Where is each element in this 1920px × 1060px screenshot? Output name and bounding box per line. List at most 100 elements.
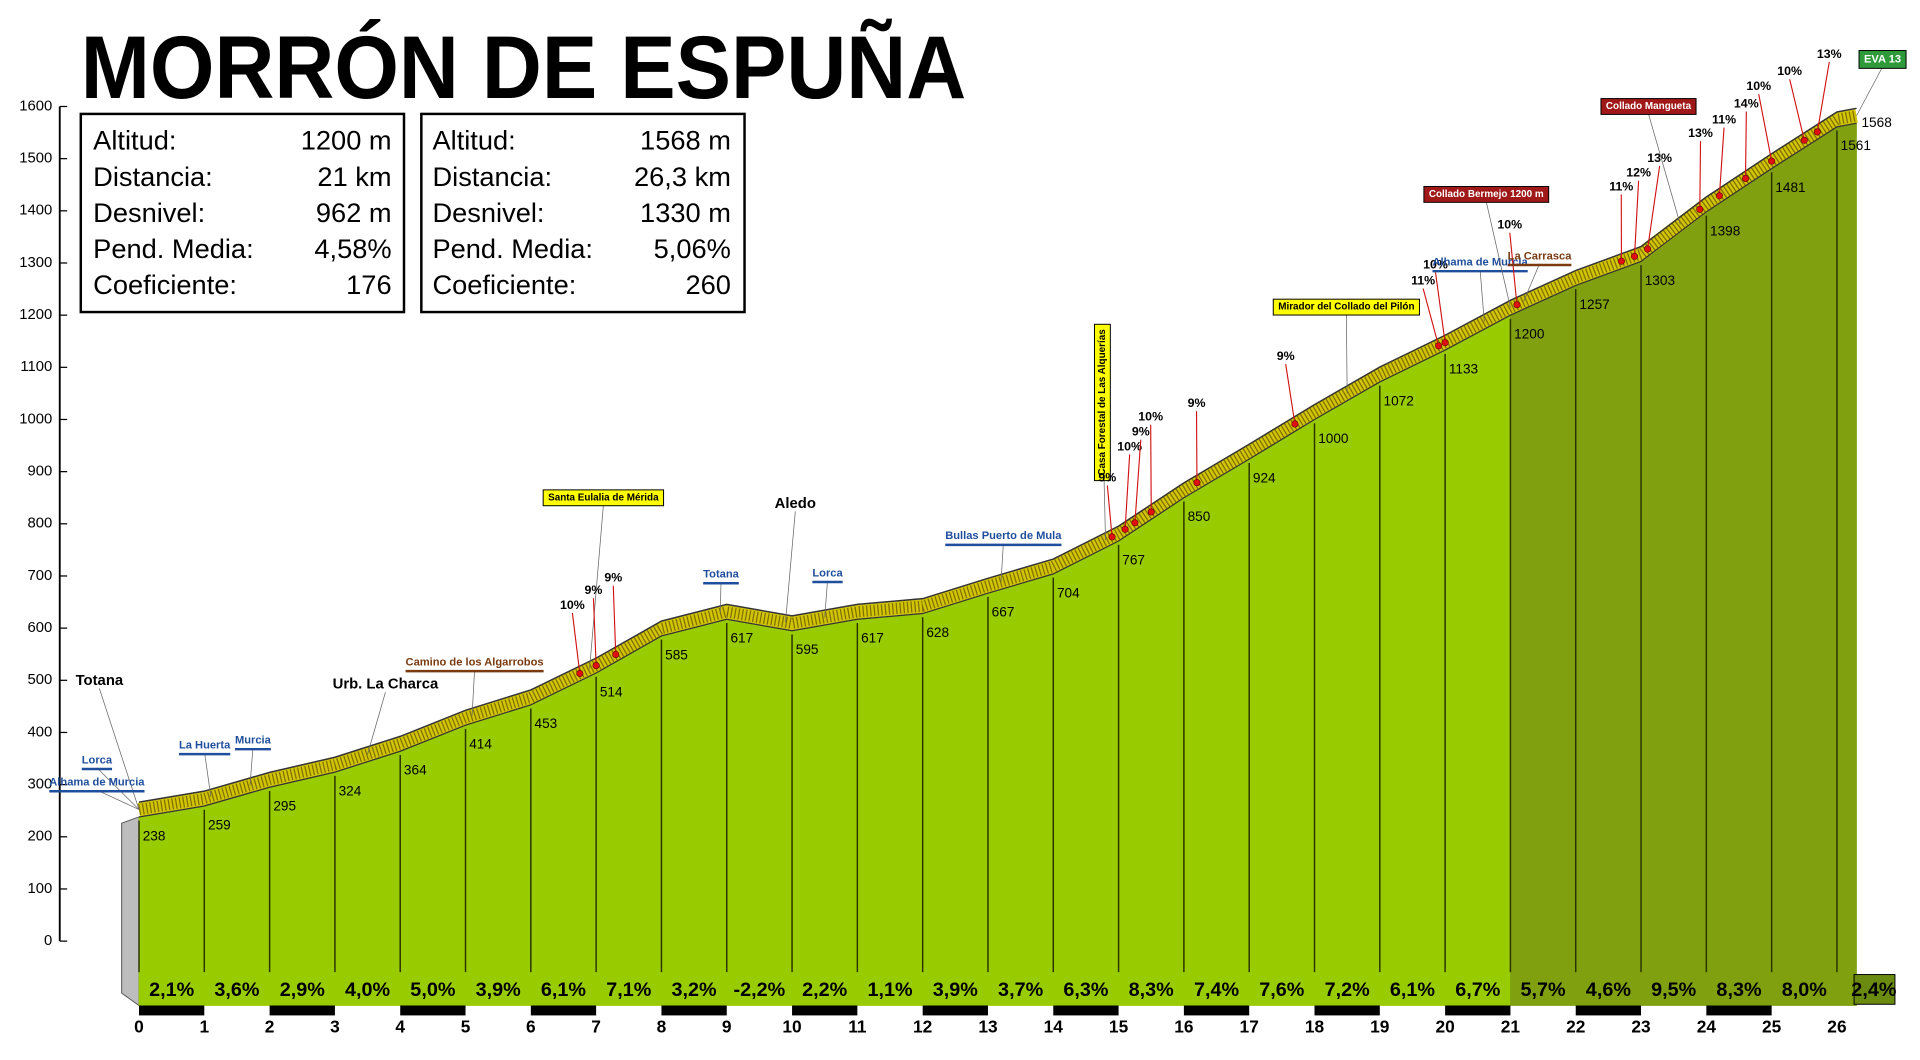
x-tick-label: 6: [526, 1016, 536, 1036]
annotation-dot: [1813, 128, 1821, 136]
x-tick-label: 19: [1370, 1016, 1389, 1036]
x-tick-label: 7: [591, 1016, 601, 1036]
annotation-text: Collado Bermejo 1200 m: [1429, 189, 1544, 200]
annotation-leader: [1485, 201, 1511, 308]
elevation-label: 414: [469, 737, 492, 752]
annotation-leader: [1000, 543, 1004, 582]
road-edge: [138, 107, 1857, 803]
annotation-text: 13%: [1817, 47, 1842, 61]
annotation: Collado Bermejo 1200 m: [1423, 185, 1550, 203]
annotation-leader: [719, 582, 722, 614]
y-tick-label: 1600: [19, 98, 52, 114]
info-box: [79, 112, 406, 314]
annotation: Urb. La Charca: [333, 677, 439, 693]
annotation-dot: [1644, 245, 1652, 253]
x-tick-label: 15: [1109, 1016, 1129, 1036]
annotation-text: Camino de los Algarrobos: [406, 656, 544, 668]
info-value: 962 m: [316, 197, 392, 228]
annotation: Alhama de Murcia: [1432, 256, 1529, 273]
elevation-label: 667: [992, 605, 1015, 620]
y-tick-label: 1400: [19, 203, 52, 219]
gradient-label: 8,0%: [1782, 979, 1828, 1001]
x-tick-label: 26: [1827, 1016, 1847, 1036]
gradient-label: 5,0%: [410, 979, 456, 1001]
gradient-label: 6,1%: [541, 979, 587, 1001]
annotation: 10%: [1746, 79, 1771, 93]
info-label: Coeficiente:: [93, 269, 237, 300]
elevation-label: 514: [600, 684, 623, 699]
annotation: 10%: [1117, 439, 1142, 453]
y-tick-label: 0: [44, 933, 52, 949]
annotation: 13%: [1817, 47, 1842, 61]
annotation: Collado Mangueta: [1600, 98, 1697, 115]
annotation-text: 13%: [1688, 126, 1713, 140]
info-label: Altitud:: [93, 125, 176, 156]
annotation: Lorca: [81, 754, 113, 771]
annotation-text: Aledo: [775, 496, 816, 512]
x-tick-label: 22: [1566, 1016, 1585, 1036]
profile-segment: [726, 618, 793, 1006]
annotation-leader: [1285, 363, 1296, 425]
gradient-label: 2,1%: [149, 979, 195, 1001]
annotation: Totana: [703, 569, 740, 585]
annotation-text: 10%: [1777, 64, 1802, 78]
km-bar: [400, 1005, 466, 1016]
km-bar: [1706, 1005, 1772, 1016]
annotation-dot: [1696, 205, 1704, 213]
profile-segment: [1771, 126, 1838, 1006]
gradient-label: 4,6%: [1586, 979, 1632, 1001]
annotation: La Huerta: [178, 739, 231, 756]
gradient-box: [1853, 974, 1896, 1005]
annotation: La Carrasca: [1507, 250, 1573, 267]
annotation-text: Collado Mangueta: [1606, 101, 1692, 112]
x-tick-label: 24: [1697, 1016, 1717, 1036]
annotation: 13%: [1647, 151, 1672, 165]
annotation-text: 10%: [1497, 218, 1522, 232]
annotation-leader: [1124, 454, 1131, 530]
annotation-text: EVA 13: [1864, 53, 1901, 65]
annotation-text: 9%: [1277, 349, 1295, 363]
annotation-dot: [1715, 192, 1723, 200]
info-value: 1330 m: [640, 197, 731, 228]
annotation-leader: [571, 612, 581, 674]
annotation-leader: [249, 747, 254, 786]
profile-segment: [1640, 211, 1707, 1006]
annotation-dot: [1800, 136, 1808, 144]
gradient-label: 8,3%: [1129, 979, 1175, 1001]
profile-segment: [1314, 381, 1381, 1006]
profile-segment: [791, 618, 858, 1006]
annotation-text: La Huerta: [179, 739, 231, 751]
y-tick-label: 600: [28, 620, 53, 636]
annotation-text: La Carrasca: [1508, 250, 1573, 262]
annotation: Mirador del Collado del Pilón: [1272, 298, 1420, 316]
annotation-leader: [612, 585, 617, 655]
gradient-label: 3,9%: [476, 979, 522, 1001]
elevation-label: 324: [339, 784, 362, 799]
annotation-text: Lorca: [82, 754, 113, 766]
profile-segment: [1183, 458, 1250, 1006]
gradient-label: 8,3%: [1716, 979, 1762, 1001]
elevation-label: 767: [1122, 552, 1145, 567]
annotation: 12%: [1626, 166, 1651, 180]
km-bar: [1445, 1005, 1511, 1016]
annotation-text: Santa Eulalia de Mérida: [548, 492, 659, 503]
gradient-label: 6,1%: [1390, 979, 1436, 1001]
x-tick-label: 8: [657, 1016, 667, 1036]
elevation-label: 1000: [1318, 431, 1349, 446]
annotation-dot: [1193, 479, 1201, 487]
profile-segment: [1248, 418, 1315, 1006]
annotation-dot: [1131, 519, 1139, 527]
elevation-label: 1561: [1841, 138, 1871, 153]
elevation-label: 1072: [1384, 393, 1414, 408]
x-tick-label: 14: [1044, 1016, 1064, 1036]
annotation-dot: [1617, 257, 1625, 265]
annotation-leader: [1816, 61, 1830, 133]
annotation-leader: [1134, 439, 1142, 523]
gradient-label: 2,4%: [1851, 979, 1897, 1001]
x-tick-label: 1: [199, 1016, 209, 1036]
info-value: 1568 m: [640, 125, 731, 156]
y-tick-label: 1500: [19, 151, 52, 167]
gradient-label: -2,2%: [734, 979, 786, 1001]
profile-segment: [1052, 540, 1119, 1006]
